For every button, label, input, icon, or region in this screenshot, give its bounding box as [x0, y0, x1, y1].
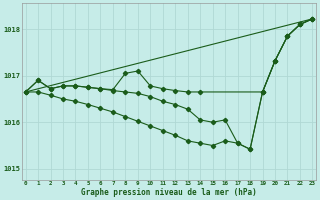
X-axis label: Graphe pression niveau de la mer (hPa): Graphe pression niveau de la mer (hPa)	[81, 188, 257, 197]
